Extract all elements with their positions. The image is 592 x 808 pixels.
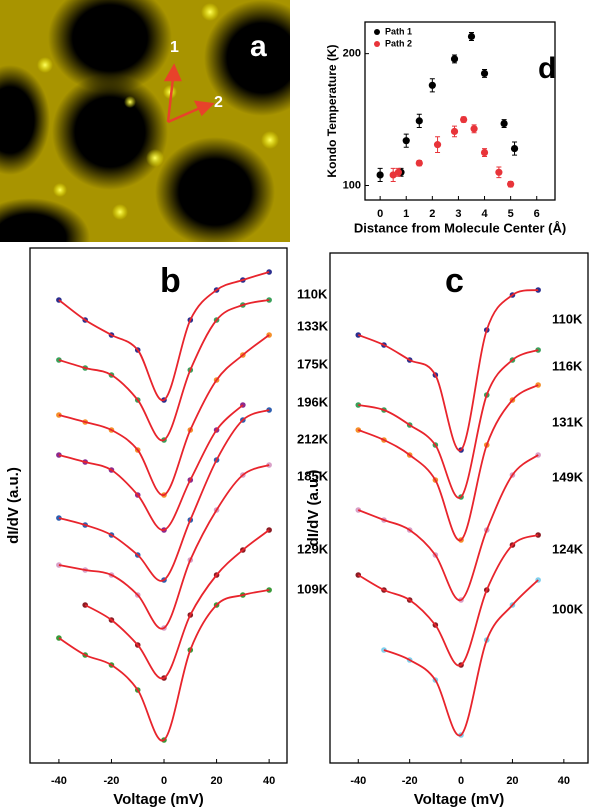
fit-curve [384,580,538,736]
fit-curve [59,335,269,495]
curve-label: 212K [297,431,329,446]
point [481,149,488,156]
panel-label: a [250,30,267,63]
legend-label: Path 2 [385,38,412,48]
x-tick-label: -20 [402,775,418,787]
curve-label: 133K [297,318,329,333]
point [377,171,384,178]
panel-label: c [445,262,464,300]
y-axis-label: Kondo Temperature (K) [325,44,339,177]
y-tick-label: 100 [343,179,361,191]
x-tick-label: 20 [210,775,222,787]
arrow-label: 2 [214,94,223,111]
curve-label: 196K [297,394,329,409]
curve-label: 100K [552,601,584,616]
fit-curve [59,590,269,741]
point [403,137,410,144]
fit-curve [59,300,269,440]
point [495,169,502,176]
chart: -40 -20 0 20 40 Voltage (mV) dI/dV (a.u.) b 110K… [5,248,329,808]
x-tick-label: 0 [377,208,383,220]
fit-curve [358,290,538,451]
panel-label: d [538,52,556,85]
point [481,70,488,77]
point [416,159,423,166]
curve-label: 109K [297,581,329,596]
curve-label: 110K [297,286,328,301]
panel-label: b [160,262,181,300]
x-tick-label: 2 [429,208,435,220]
stm-image [0,0,320,278]
curve-label: 131K [552,414,584,429]
y-tick-label: 200 [343,48,361,60]
curve-label: 116K [552,358,583,373]
curve-label: 124K [552,541,584,556]
x-axis-label: Voltage (mV) [113,791,204,808]
x-tick-label: 40 [558,775,570,787]
plot-frame [30,248,287,763]
point [429,82,436,89]
y-axis-label: dI/dV (a.u.) [305,470,322,547]
chart: 0 1 2 3 4 5 6 100 200 Distance from Molecule Cent… [325,22,566,235]
fit-curve [358,535,538,666]
point [434,141,441,148]
x-axis-label: Distance from Molecule Center (Å) [354,220,566,235]
x-tick-label: 6 [534,208,540,220]
x-tick-label: -40 [350,775,366,787]
x-tick-label: 0 [458,775,464,787]
point [460,116,467,123]
x-tick-label: 4 [481,208,488,220]
point [507,181,514,188]
point [501,120,508,127]
fit-curve [85,530,269,679]
curve-label: 110K [552,311,583,326]
chart: -40 -20 0 20 40 Voltage (mV) dI/dV (a.u.) c 110K… [305,253,588,808]
point [470,125,477,132]
x-tick-label: -20 [104,775,120,787]
x-tick-label: 40 [263,775,275,787]
x-axis-label: Voltage (mV) [414,791,505,808]
point [511,145,518,152]
fit-curve [59,465,269,629]
point [468,33,475,40]
x-tick-label: 1 [403,208,409,220]
point [416,117,423,124]
point [451,128,458,135]
x-tick-label: -40 [51,775,67,787]
curve-label: 149K [552,469,584,484]
curve-label: 175K [297,356,329,371]
point [395,169,402,176]
point [451,55,458,62]
x-tick-label: 0 [161,775,167,787]
y-axis-label: dI/dV (a.u.) [5,467,22,544]
figure: a 1 2 0123456100200Distance from Molecul… [0,0,592,808]
arrow-label: 1 [170,39,179,56]
legend-marker [374,29,380,35]
page: a 1 2 0123456100200Distance from Molecul… [0,0,592,808]
legend-marker [374,41,380,47]
x-tick-label: 3 [455,208,461,220]
legend-label: Path 1 [385,26,412,36]
x-tick-label: 5 [508,208,514,220]
x-tick-label: 20 [506,775,518,787]
plot-frame [330,253,588,763]
